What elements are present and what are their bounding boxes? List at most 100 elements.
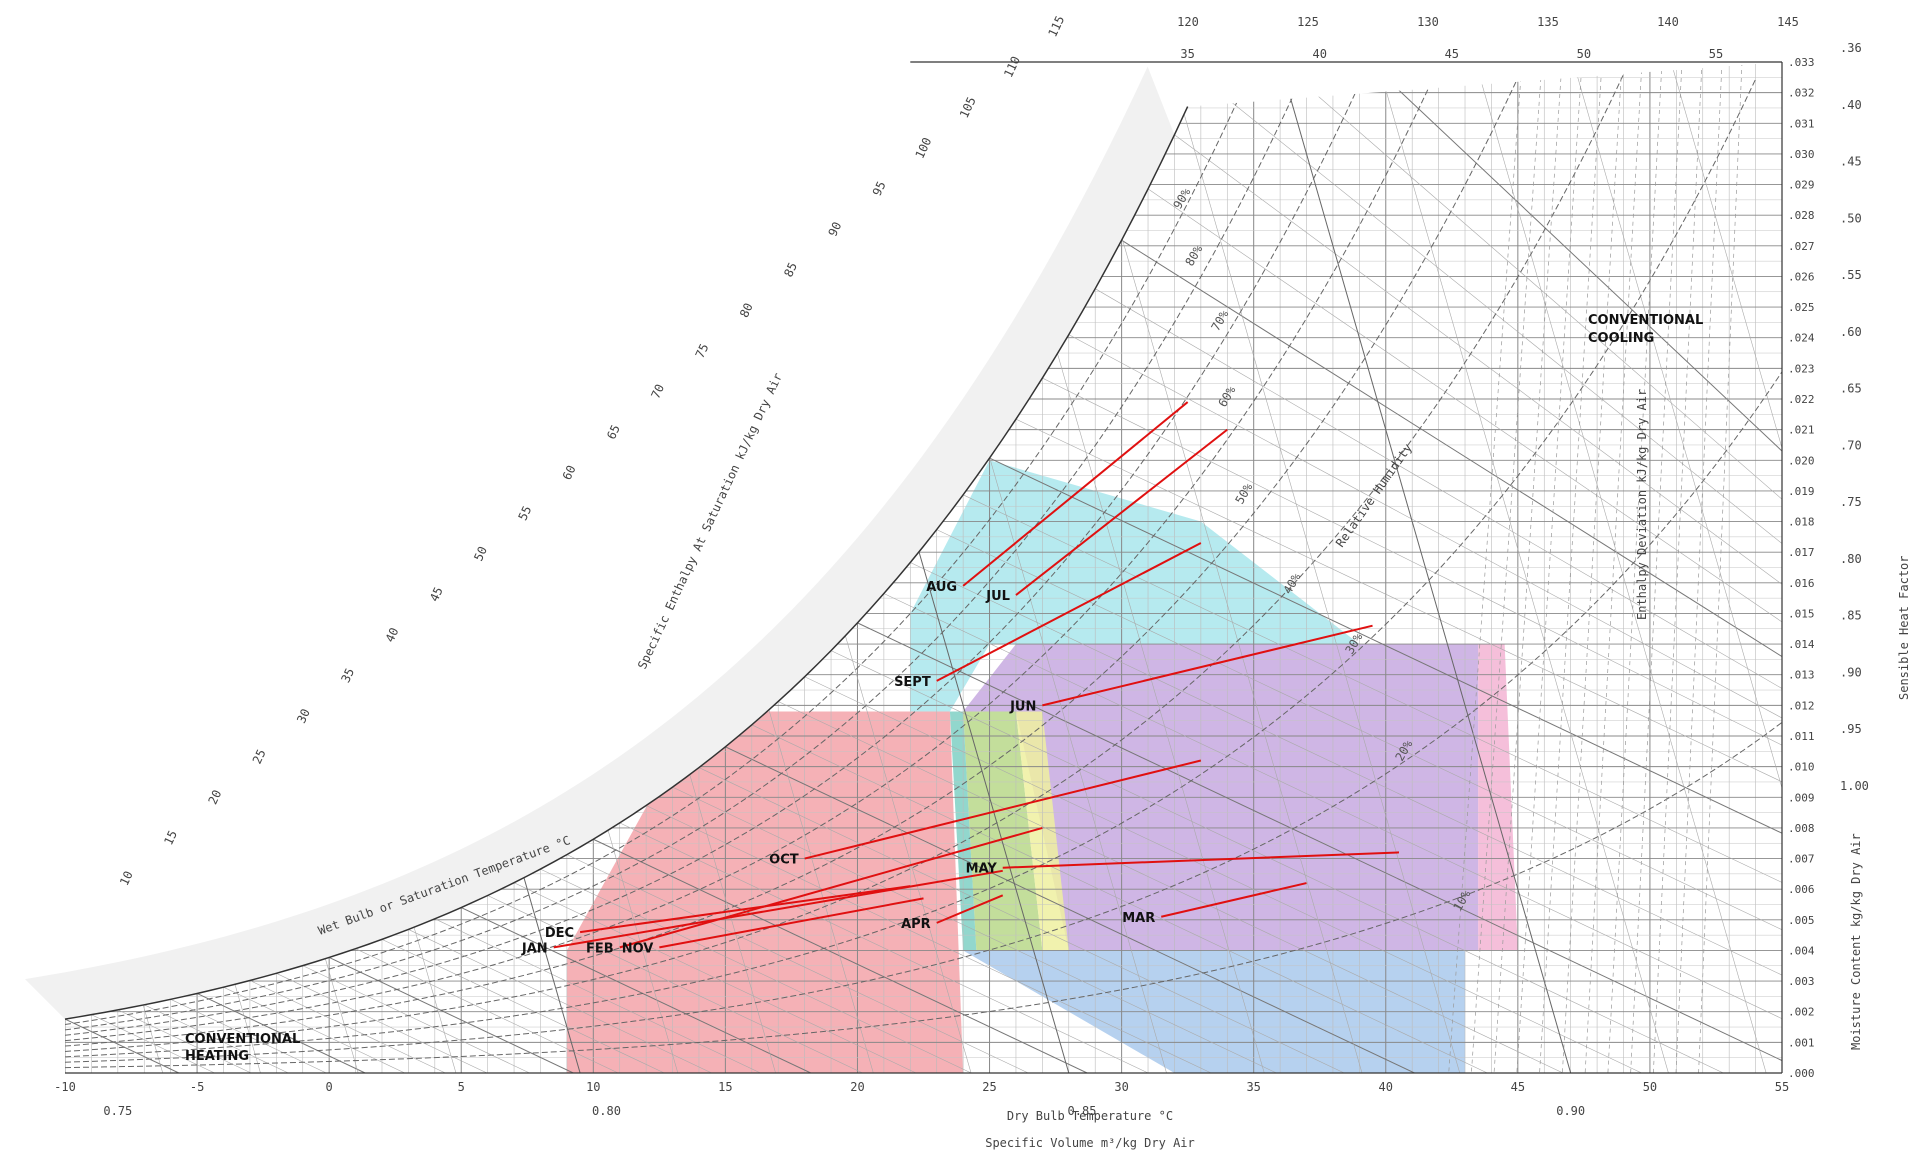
enthalpy-tick: 95 — [870, 179, 889, 198]
enthalpy-tick: 90 — [826, 220, 845, 239]
top-temp-tick: 40 — [1313, 47, 1327, 61]
wet-bulb-line — [804, 676, 1642, 1073]
enthalpy-tick: 120 — [1177, 15, 1199, 29]
green_zone — [963, 711, 1043, 951]
enthalpy-tick: 145 — [1777, 15, 1799, 29]
rh-axis-label: Relative Humidity — [1333, 441, 1415, 550]
y-tick-label: .015 — [1788, 607, 1815, 620]
shf-fan-line — [1607, 62, 1663, 1073]
x-tick-label: 20 — [850, 1080, 864, 1094]
shf-fan-line — [1697, 62, 1743, 1073]
y-tick-label: .002 — [1788, 1006, 1815, 1019]
specific-volume-line — [65, 62, 66, 1073]
specific-volume-line — [1377, 62, 1669, 1073]
specific-volume-line — [1573, 62, 1782, 1073]
y-tick-label: .007 — [1788, 853, 1815, 866]
shf-tick: 1.00 — [1840, 779, 1869, 793]
shf-tick: .85 — [1840, 609, 1862, 623]
wet-bulb-line — [910, 562, 1782, 1073]
y-tick-label: .026 — [1788, 270, 1815, 283]
enthalpy-tick: 105 — [957, 95, 979, 121]
month-sept-label: SEPT — [894, 675, 931, 690]
specific-volume-line — [65, 62, 261, 1073]
enthalpy-tick: 35 — [338, 666, 357, 685]
enthalpy-tick: 75 — [693, 341, 712, 360]
x-tick-label: 10 — [586, 1080, 600, 1094]
wet-bulb-line — [1227, 62, 1782, 1073]
month-jul-line — [1015, 428, 1228, 596]
y-tick-label: .029 — [1788, 179, 1815, 192]
specific-volume-tick: 0.85 — [1068, 1104, 1097, 1118]
y-tick-label: .022 — [1788, 393, 1815, 406]
specific-volume-label: Specific Volume m³/kg Dry Air — [985, 1136, 1195, 1150]
wet-bulb-line — [619, 822, 1149, 1073]
specific-volume-tick: 0.80 — [592, 1104, 621, 1118]
specific-volume-line — [1168, 62, 1461, 1073]
y-tick-label: .003 — [1788, 975, 1815, 988]
shf-axis-label: Sensible Heat Factor — [1897, 556, 1911, 701]
rh-curve — [65, 77, 1519, 1047]
shf-fan-line — [1629, 62, 1683, 1073]
x-tick-label: 5 — [458, 1080, 465, 1094]
shf-tick: .75 — [1840, 495, 1862, 509]
shf-fan-line — [1447, 62, 1523, 1073]
enthalpy-tick: 10 — [117, 869, 136, 888]
enthalpy-tick: 55 — [516, 504, 535, 523]
month-may-label: MAY — [966, 862, 998, 877]
y-tick-label: .030 — [1788, 148, 1815, 161]
y-tick-label: .008 — [1788, 822, 1815, 835]
wet-bulb-line — [1068, 334, 1782, 1073]
month-nov-line — [659, 897, 924, 949]
top-temp-tick: 55 — [1709, 47, 1723, 61]
wet-bulb-axis-label: Wet Bulb or Saturation Temperature °C — [316, 833, 572, 938]
y-tick-label: .011 — [1788, 730, 1815, 743]
y-tick-label: .025 — [1788, 301, 1815, 314]
specific-volume-tick: 0.90 — [1556, 1104, 1585, 1118]
wet-bulb-line — [117, 1009, 252, 1073]
enthalpy-tick: 125 — [1297, 15, 1319, 29]
shf-fan-line — [1516, 62, 1583, 1073]
wet-bulb-line — [962, 494, 1782, 1073]
wet-bulb-line — [698, 767, 1345, 1073]
wet-bulb-line — [566, 854, 1029, 1073]
wet-bulb-line — [830, 650, 1724, 1073]
enthalpy-tick: 30 — [294, 707, 313, 726]
conventional-heating-label-1: CONVENTIONAL — [185, 1032, 300, 1047]
rh-tick: 70% — [1208, 307, 1231, 333]
month-feb-label: FEB — [586, 941, 614, 956]
monthly-lines — [553, 401, 1400, 949]
month-dec-label: DEC — [545, 926, 574, 941]
month-jul-label: JUL — [985, 589, 1010, 604]
shf-tick: .70 — [1840, 438, 1862, 452]
specific-volume-line — [1279, 62, 1572, 1073]
wet-bulb-line — [276, 973, 488, 1073]
x-tick-label: 30 — [1114, 1080, 1128, 1094]
y-tick-label: .012 — [1788, 699, 1815, 712]
wet-bulb-line — [725, 746, 1415, 1073]
rh-curve — [65, 66, 1440, 1042]
top-temp-tick: 50 — [1577, 47, 1591, 61]
wet-bulb-line — [1200, 77, 1782, 1073]
wet-bulb-line — [1253, 62, 1782, 1073]
enthalpy-tick: 135 — [1537, 15, 1559, 29]
wet-bulb-line — [857, 622, 1782, 1073]
shf-fan-line — [1652, 62, 1703, 1073]
month-sept-line — [936, 542, 1202, 682]
month-oct-line — [804, 759, 1202, 860]
rh-tick: 40% — [1280, 570, 1303, 596]
wet-bulb-line — [751, 724, 1488, 1073]
wet-bulb-line — [646, 805, 1212, 1073]
conventional-cooling-label-2: COOLING — [1588, 331, 1654, 346]
shf-fan-line — [1470, 62, 1543, 1073]
wet-bulb-line — [381, 939, 665, 1073]
enthalpy-tick: 80 — [737, 301, 756, 320]
y-tick-label: .027 — [1788, 240, 1815, 253]
saturation-curve — [64, 106, 1189, 1020]
shf-tick: .36 — [1840, 41, 1862, 55]
y-tick-label: .023 — [1788, 362, 1815, 375]
wet-bulb-line — [1174, 134, 1782, 1073]
conventional-heating-label-2: HEATING — [185, 1049, 249, 1064]
wet-bulb-line — [540, 868, 972, 1073]
x-tick-label: 50 — [1643, 1080, 1657, 1094]
